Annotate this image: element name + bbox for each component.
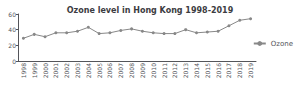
svg-text:2003: 2003 <box>74 63 81 78</box>
svg-text:2006: 2006 <box>106 63 113 78</box>
svg-text:2018: 2018 <box>236 63 243 78</box>
svg-text:2019: 2019 <box>247 63 254 78</box>
svg-text:2007: 2007 <box>117 63 124 78</box>
svg-text:40: 40 <box>8 26 16 33</box>
svg-text:0: 0 <box>12 58 16 65</box>
svg-text:Ozone level in Hong Kong 1998-: Ozone level in Hong Kong 1998-2019 <box>67 6 234 15</box>
svg-text:2010: 2010 <box>150 63 157 78</box>
svg-text:1998: 1998 <box>20 63 27 78</box>
svg-text:2005: 2005 <box>96 63 103 78</box>
svg-text:2011: 2011 <box>161 63 168 78</box>
svg-text:20: 20 <box>8 42 16 49</box>
svg-text:2015: 2015 <box>204 63 211 78</box>
svg-text:2009: 2009 <box>139 63 146 78</box>
svg-text:2016: 2016 <box>215 63 222 78</box>
svg-text:2014: 2014 <box>193 63 200 78</box>
svg-text:60: 60 <box>8 11 16 18</box>
svg-text:2017: 2017 <box>225 63 232 78</box>
svg-text:2013: 2013 <box>182 63 189 78</box>
svg-text:2002: 2002 <box>63 63 70 78</box>
svg-text:Ozone: Ozone <box>271 40 293 48</box>
svg-text:2001: 2001 <box>52 63 59 78</box>
svg-text:2008: 2008 <box>128 63 135 78</box>
svg-text:1999: 1999 <box>31 63 38 78</box>
svg-text:2004: 2004 <box>85 63 92 78</box>
svg-text:2000: 2000 <box>42 63 49 78</box>
svg-text:2012: 2012 <box>171 63 178 78</box>
